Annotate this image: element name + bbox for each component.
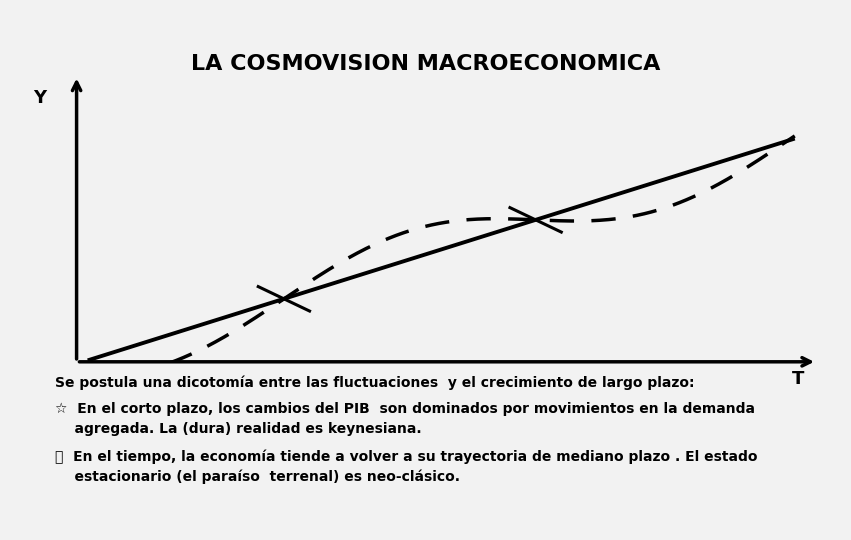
- Text: Se postula una dicotomía entre las fluctuaciones  y el crecimiento de largo plaz: Se postula una dicotomía entre las fluct…: [55, 375, 694, 390]
- Text: estacionario (el paraíso  terrenal) es neo-clásico.: estacionario (el paraíso terrenal) es ne…: [55, 470, 460, 484]
- Text: ☆  En el corto plazo, los cambios del PIB  son dominados por movimientos en la d: ☆ En el corto plazo, los cambios del PIB…: [55, 402, 756, 416]
- Text: T: T: [792, 370, 805, 388]
- Text: agregada. La (dura) realidad es keynesiana.: agregada. La (dura) realidad es keynesia…: [55, 422, 422, 436]
- Text: ⌛  En el tiempo, la economía tiende a volver a su trayectoria de mediano plazo .: ⌛ En el tiempo, la economía tiende a vol…: [55, 449, 757, 464]
- Text: LA COSMOVISION MACROECONOMICA: LA COSMOVISION MACROECONOMICA: [191, 54, 660, 74]
- Text: Y: Y: [33, 90, 46, 107]
